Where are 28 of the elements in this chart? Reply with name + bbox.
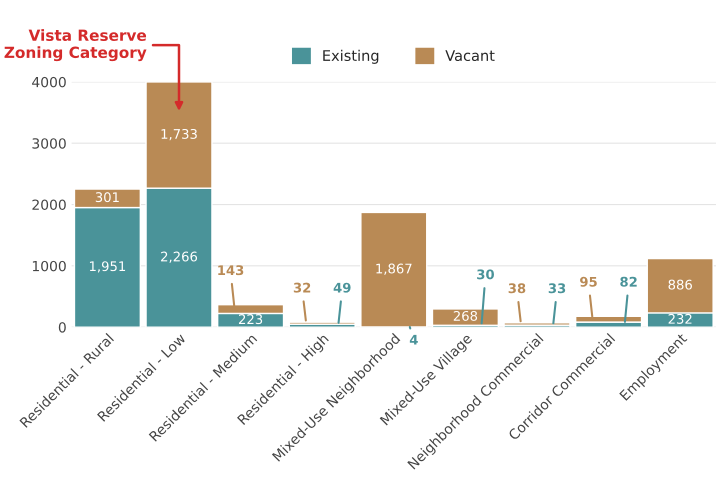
legend-label: Existing [323, 50, 378, 64]
data-label: 232 [668, 314, 692, 324]
data-label: 38 [508, 283, 526, 294]
y-tick-label: 1000 [32, 260, 66, 272]
bar [360, 212, 428, 328]
data-label: 268 [454, 310, 478, 321]
bar [432, 308, 500, 326]
y-tick-label: 3000 [32, 138, 66, 149]
legend-label: Vacant [445, 50, 495, 62]
data-label: 2,266 [161, 252, 198, 263]
y-tick-label: 2000 [32, 200, 66, 210]
data-label: 30 [477, 269, 494, 280]
data-label: 82 [620, 276, 637, 287]
data-label: 1,733 [162, 128, 197, 140]
data-label: 301 [96, 192, 119, 202]
data-label: 1,951 [90, 261, 126, 273]
text: Vista Reserve Zoning Category [4, 29, 147, 62]
data-label: 143 [218, 265, 244, 276]
y-tick-label: 4000 [32, 76, 66, 88]
data-label: 49 [334, 282, 351, 293]
data-label: 95 [580, 276, 597, 287]
data-label: 4 [410, 334, 418, 345]
y-tick-label: 0 [58, 322, 66, 333]
data-label: 33 [548, 283, 566, 294]
data-label: 32 [294, 282, 310, 293]
data-label: 1,867 [376, 264, 412, 275]
data-label: 886 [668, 280, 692, 290]
data-label: 223 [238, 314, 262, 324]
